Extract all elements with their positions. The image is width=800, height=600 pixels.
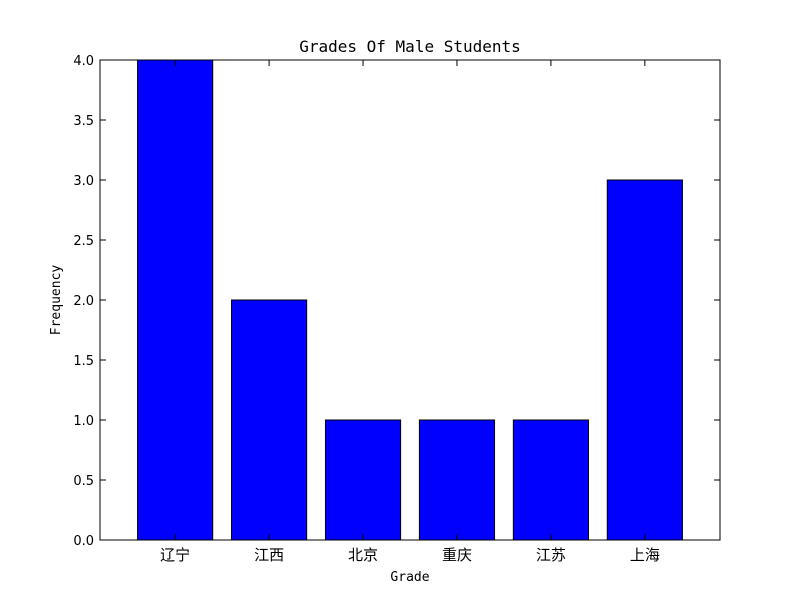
x-tick-label-2: 北京: [348, 546, 378, 564]
x-tick-label-1: 江西: [254, 546, 284, 564]
y-tick-label-5: 2.5: [73, 234, 94, 249]
tick-group: 0.0 0.5 1.0 1.5 2.0 2.5 3.0 3.5 4.0 辽宁 江西 北京 重庆 江苏 上海: [73, 54, 720, 564]
bar-5: [606, 179, 683, 541]
bar-0: [137, 59, 214, 541]
y-tick-label-1: 0.5: [73, 474, 94, 489]
y-tick-label-6: 3.0: [73, 174, 94, 189]
x-tick-label-0: 辽宁: [160, 546, 190, 564]
bar-3: [418, 419, 496, 541]
y-tick-label-3: 1.5: [73, 354, 94, 369]
x-tick-label-3: 重庆: [442, 546, 472, 564]
x-axis-label: Grade: [390, 570, 429, 585]
x-tick-label-4: 江苏: [536, 546, 566, 564]
y-tick-label-2: 1.0: [73, 414, 94, 429]
y-tick-label-8: 4.0: [73, 54, 94, 69]
x-tick-label-5: 上海: [630, 546, 660, 564]
y-axis-label: Frequency: [49, 265, 64, 336]
bar-2: [324, 419, 402, 541]
bar-group: [137, 59, 683, 541]
y-tick-label-0: 0.0: [73, 534, 94, 549]
plot-frame: [99, 59, 721, 541]
bar-1: [231, 299, 308, 541]
chart-title: Grades Of Male Students: [299, 37, 521, 56]
y-tick-label-7: 3.5: [73, 114, 94, 129]
bar-4: [512, 419, 589, 541]
y-tick-label-4: 2.0: [73, 294, 94, 309]
